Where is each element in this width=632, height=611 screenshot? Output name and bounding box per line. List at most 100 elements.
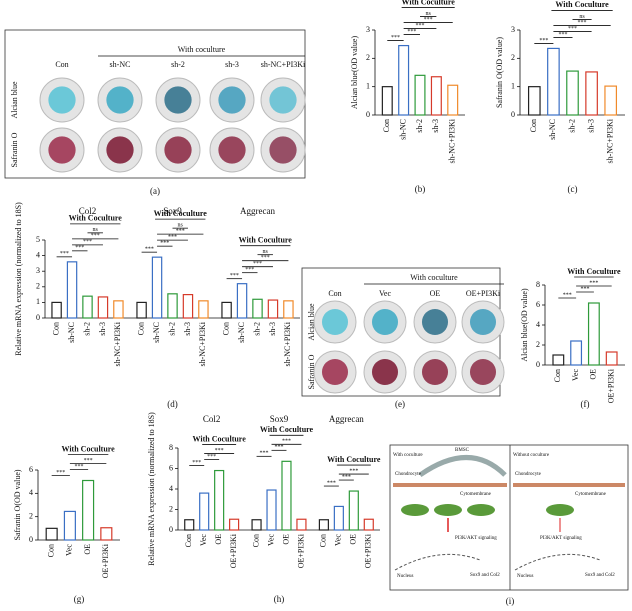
- panel-letter: (a): [150, 186, 160, 196]
- x-tick-label: sh-2: [167, 322, 176, 336]
- x-tick-label: sh-2: [415, 119, 424, 133]
- diagram-frame: [389, 444, 629, 591]
- y-tick-label: 4: [36, 250, 40, 259]
- significance-label: ns: [93, 227, 99, 233]
- bar: [318, 519, 329, 531]
- bar: [236, 283, 248, 319]
- column-header: Vec: [379, 289, 391, 298]
- significance-label: ***: [424, 17, 433, 23]
- bar: [184, 519, 195, 531]
- bar: [566, 70, 579, 116]
- y-tick-label: 0: [36, 313, 40, 322]
- significance-label: ***: [568, 26, 577, 32]
- x-tick-label: sh-NC: [398, 119, 407, 140]
- y-tick-label: 4: [536, 320, 540, 329]
- row-label: Alcian blue: [307, 303, 316, 341]
- significance-label: ***: [342, 474, 351, 480]
- y-axis-label: Alcian blue(OD value): [520, 288, 529, 362]
- x-tick-label: sh-2: [567, 119, 576, 133]
- stain: [164, 86, 192, 114]
- x-tick-label: sh-NC+PI3Ki: [448, 118, 457, 163]
- diagram-label: Nucleus: [397, 574, 413, 579]
- significance-label: ns: [263, 249, 269, 255]
- x-tick-label: sh-3: [431, 119, 440, 133]
- y-tick-label: 1: [36, 297, 40, 306]
- group-title: Aggrecan: [240, 206, 275, 216]
- y-tick-label: 0: [169, 525, 173, 534]
- y-axis-label: Relative mRNA expression (normalized to …: [14, 202, 23, 356]
- bar: [587, 302, 600, 366]
- y-tick-label: 1: [511, 81, 515, 90]
- y-axis-label: Relative mRNA expression (normalized to …: [147, 412, 156, 566]
- significance-label: ***: [84, 458, 93, 464]
- column-header: OE+PI3Ki: [466, 289, 501, 298]
- bar: [82, 295, 93, 319]
- x-tick-label: Con: [319, 534, 328, 547]
- bar: [97, 296, 109, 319]
- bar: [283, 300, 294, 319]
- group-title: Sox9: [163, 206, 182, 216]
- bracket-label: With Coculture: [154, 209, 208, 218]
- significance-label: ***: [230, 273, 239, 279]
- bar: [113, 300, 124, 319]
- bar: [570, 340, 583, 366]
- y-tick-label: 3: [36, 266, 40, 275]
- significance-label: ***: [578, 20, 587, 26]
- significance-label: ***: [145, 247, 154, 253]
- x-tick-label: sh-2: [252, 322, 261, 336]
- bar: [221, 301, 232, 319]
- x-tick-label: Con: [136, 322, 145, 335]
- y-axis-label: Safranin O(OD value): [13, 469, 22, 540]
- diagram-label: With coculture: [393, 453, 423, 458]
- x-tick-label: Con: [221, 322, 230, 335]
- column-header: sh-2: [171, 60, 185, 69]
- x-tick-label: sh-3: [183, 322, 192, 336]
- bar: [547, 47, 560, 116]
- x-tick-label: sh-NC: [237, 322, 246, 343]
- x-tick-label: Vec: [334, 534, 343, 546]
- significance-label: ns: [579, 14, 585, 20]
- diagram-label: PI3K/AKT signaling: [455, 536, 497, 541]
- stain: [321, 308, 349, 336]
- y-tick-label: 2: [36, 282, 40, 291]
- y-tick-label: 2: [366, 53, 370, 62]
- bar: [447, 84, 459, 116]
- bracket-label: With Coculture: [327, 455, 381, 464]
- bar: [266, 489, 277, 531]
- stain: [218, 136, 246, 164]
- nucleus-membrane: [394, 553, 481, 571]
- stain: [469, 308, 497, 336]
- significance-label: ***: [589, 280, 598, 286]
- group-title: Sox9: [270, 414, 289, 424]
- panel-letter: (c): [568, 184, 578, 194]
- significance-label: ***: [407, 29, 416, 35]
- x-tick-label: sh-3: [268, 322, 277, 336]
- bar: [296, 518, 307, 531]
- x-tick-label: sh-NC+PI3Ki: [198, 321, 207, 366]
- significance-label: ***: [416, 23, 425, 29]
- bar: [398, 44, 410, 116]
- bar: [51, 301, 62, 319]
- y-tick-label: 8: [169, 443, 173, 452]
- significance-label: ***: [215, 448, 224, 454]
- group-title: Aggrecan: [329, 414, 364, 424]
- significance-label: ***: [261, 255, 270, 261]
- exosome: [401, 504, 429, 516]
- significance-label: ***: [83, 239, 92, 245]
- diagram-label: Nucleus: [517, 574, 533, 579]
- y-tick-label: 2: [536, 340, 540, 349]
- bar: [167, 293, 178, 319]
- x-tick-label: OE: [589, 369, 598, 380]
- x-tick-label: Vec: [266, 534, 275, 546]
- panel-letter: (i): [506, 596, 515, 606]
- significance-label: ***: [391, 35, 400, 41]
- x-tick-label: OE: [281, 534, 290, 545]
- x-tick-label: OE: [349, 534, 358, 545]
- y-tick-label: 2: [29, 511, 33, 520]
- x-tick-label: OE+PI3Ki: [606, 368, 615, 403]
- x-tick-label: sh-NC: [152, 322, 161, 343]
- bracket-label: With Coculture: [239, 236, 293, 245]
- bar: [605, 351, 618, 366]
- x-tick-label: Vec: [199, 534, 208, 546]
